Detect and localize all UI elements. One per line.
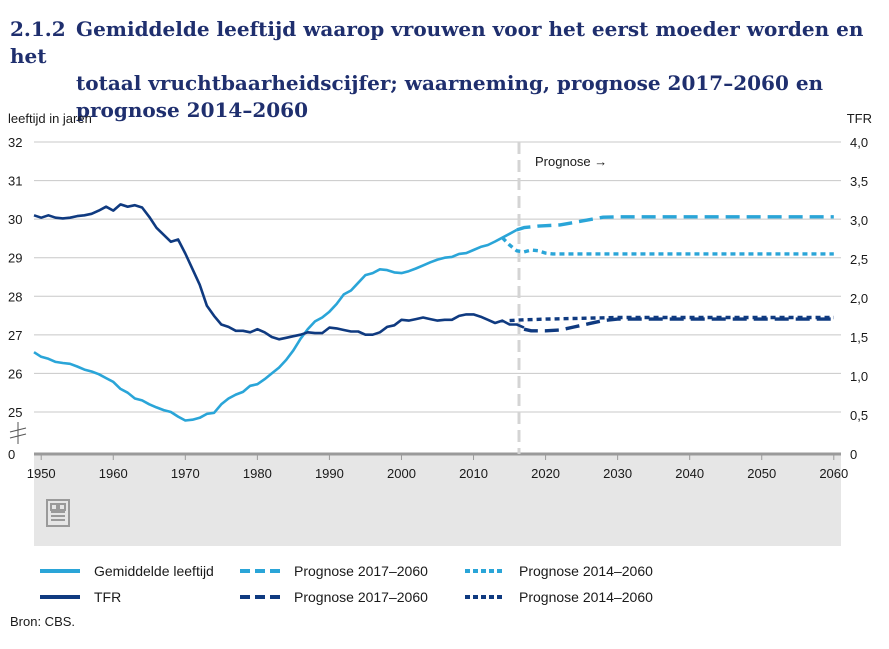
y-left-tick-label: 0 [8,447,15,462]
legend-swatch [40,595,80,599]
series-line-1 [33,203,525,341]
gridlines [34,141,841,456]
x-tick-label: 1960 [99,466,128,481]
x-tick-label: 1950 [27,466,56,481]
x-tick-label: 2030 [603,466,632,481]
legend-item-gemiddelde-leeftijd: Gemiddelde leeftijd [40,560,214,582]
cbs-logo-icon [46,499,70,527]
y-left-tick-label: 31 [8,174,22,189]
y-right-tick-label: 4,0 [850,135,868,150]
axis-break-icon [9,422,27,444]
y-right-tick-label: 0 [850,447,857,462]
figure-number: 2.1.2 [10,17,66,41]
series-line-0 [33,228,518,422]
x-tick-label: 2060 [819,466,848,481]
y-right-tick-label: 3,0 [850,213,868,228]
y-left-tick-label: 28 [8,289,22,304]
y-left-tick-label: 32 [8,135,22,150]
title-line-2: totaal vruchtbaarheidscijfer; waarneming… [76,71,824,95]
legend-item-prognose-2017-tfr: Prognose 2017–2060 [240,586,428,608]
legend-item-prognose-2014-leeftijd: Prognose 2014–2060 [465,560,653,582]
series-line-2 [516,215,834,232]
x-tick-label: 2050 [747,466,776,481]
x-tick-label: 2000 [387,466,416,481]
x-axis-band [34,454,841,546]
legend-swatch [240,595,280,599]
y-left-tick-label: 26 [8,366,22,381]
series-line-5 [509,315,834,323]
y-right-tick-label: 1,5 [850,330,868,345]
x-tick-label: 2020 [531,466,560,481]
y-right-tick-label: 2,5 [850,252,868,267]
series-line-4 [501,236,834,256]
y-right-tick-label: 2,0 [850,291,868,306]
y-left-tick-label: 27 [8,328,22,343]
x-tick-label: 2010 [459,466,488,481]
legend: Gemiddelde leeftijd TFR Prognose 2017–20… [40,560,880,610]
legend-swatch [465,569,505,573]
chart-title: 2.1.2 Gemiddelde leeftijd waarop vrouwen … [10,16,880,124]
series-line-3 [523,317,834,333]
x-tick-label: 1970 [171,466,200,481]
y-left-tick-label: 30 [8,212,22,227]
y-left-tick-label: 29 [8,251,22,266]
y-right-tick-label: 3,5 [850,174,868,189]
legend-item-tfr: TFR [40,586,121,608]
x-tick-label: 2040 [675,466,704,481]
y-axis-left-ticks: 0 25 26 27 28 29 30 31 32 [8,135,22,462]
y-right-tick-label: 1,0 [850,369,868,384]
x-tick-label: 1980 [243,466,272,481]
legend-swatch [465,595,505,599]
prognose-annotation: Prognose → [535,154,607,169]
x-tick-label: 1990 [315,466,344,481]
legend-swatch [240,569,280,573]
source-note: Bron: CBS. [10,614,76,629]
line-chart: Prognose → leeftijd in jaren TFR 0 25 26 27… [8,111,872,546]
legend-item-prognose-2017-leeftijd: Prognose 2017–2060 [240,560,428,582]
legend-item-prognose-2014-tfr: Prognose 2014–2060 [465,586,653,608]
y-left-tick-label: 25 [8,405,22,420]
y-axis-right-ticks: 0 0,5 1,0 1,5 2,0 2,5 3,0 3,5 4,0 [850,135,868,462]
y-axis-left-label: leeftijd in jaren [8,111,92,126]
title-line-3: prognose 2014–2060 [76,98,309,122]
y-right-tick-label: 0,5 [850,408,868,423]
title-line-1: 2.1.2 Gemiddelde leeftijd waarop vrouwen … [10,17,864,68]
legend-swatch [40,569,80,573]
y-axis-right-label: TFR [847,111,872,126]
series-group [33,203,834,422]
x-axis-ticks: 1950 1960 1970 1980 1990 2000 2010 2020 2030 2040… [27,454,848,481]
